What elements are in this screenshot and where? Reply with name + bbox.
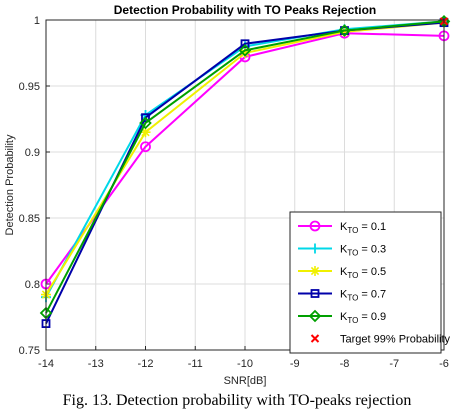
y-tick-label: 0.9 — [25, 147, 40, 159]
circle-marker — [309, 220, 321, 232]
data-point — [238, 44, 252, 57]
legend-label-value: = 0.9 — [358, 311, 386, 323]
legend-item: KTO = 0.3 — [298, 243, 386, 258]
asterisk-marker — [339, 26, 350, 37]
y-tick-label: 0.85 — [19, 213, 40, 225]
legend-label-value: = 0.5 — [358, 266, 386, 278]
x-axis-label: SNR[dB] — [224, 375, 267, 387]
legend-label: Target 99% Probability — [340, 334, 451, 346]
y-tick-label: 1 — [34, 15, 40, 27]
legend-label: KTO = 0.3 — [340, 244, 386, 258]
data-point — [310, 289, 320, 298]
y-tick-label: 0.95 — [19, 81, 40, 93]
y-axis-label: Detection Probability — [4, 134, 16, 235]
data-point — [141, 113, 150, 123]
legend-label-value: = 0.3 — [358, 244, 386, 256]
diamond-marker — [238, 44, 252, 57]
legend-item: KTO = 0.7 — [298, 289, 386, 303]
asterisk-marker — [240, 48, 250, 58]
circle-marker — [140, 141, 151, 153]
x-tick-label: -14 — [38, 358, 54, 370]
legend-label: KTO = 0.9 — [340, 311, 386, 325]
data-point — [309, 220, 321, 232]
x-tick-label: -13 — [88, 358, 104, 370]
data-point — [140, 141, 151, 153]
legend-label-main: K — [340, 221, 348, 233]
legend-label-main: K — [340, 266, 348, 278]
legend-label-subscript: TO — [347, 294, 358, 303]
legend-item: Target 99% Probability — [310, 334, 451, 346]
detection-probability-chart: -14 -13 -12 -11 -10 -9 -8 -7 -6 0.750.80.850.90.… — [4, 3, 451, 387]
data-point — [240, 48, 250, 58]
data-point — [240, 39, 250, 49]
x-tick-label: -9 — [290, 358, 300, 370]
y-tick-label: 0.8 — [25, 279, 40, 291]
x-tick-label: -12 — [138, 358, 154, 370]
legend-label-value: = 0.7 — [358, 289, 386, 301]
data-point — [310, 334, 320, 343]
legend-label: KTO = 0.1 — [340, 221, 386, 235]
diamond-marker — [338, 24, 351, 37]
plus-marker — [310, 243, 320, 254]
legend-label-main: K — [340, 311, 348, 323]
legend-label-main: K — [340, 289, 348, 301]
legend-item: KTO = 0.9 — [298, 309, 386, 325]
y-tick-label: 0.75 — [19, 345, 40, 357]
data-point — [310, 243, 320, 254]
legend-label-subscript: TO — [347, 249, 358, 258]
square-marker — [141, 113, 150, 123]
data-point — [308, 309, 322, 323]
legend-label-subscript: TO — [347, 316, 358, 325]
asterisk-marker — [140, 127, 151, 138]
x-tick-label: -8 — [340, 358, 350, 370]
data-point — [140, 127, 151, 138]
plot-frame — [45, 19, 445, 351]
legend-box — [289, 211, 442, 354]
asterisk-marker — [310, 266, 320, 276]
legend-label-subscript: TO — [347, 226, 358, 235]
data-point — [339, 26, 350, 37]
square-marker — [310, 289, 320, 298]
x-tick-labels: -14 -13 -12 -11 -10 -9 -8 -7 -6 — [38, 358, 449, 370]
legend-label: KTO = 0.7 — [340, 289, 386, 303]
data-point — [139, 116, 152, 130]
legend-item: KTO = 0.1 — [298, 220, 386, 235]
legend-label-main: K — [340, 244, 348, 256]
diamond-marker — [139, 116, 152, 130]
data-point — [338, 24, 351, 37]
y-tick-labels: 0.75 0.8 0.85 0.9 0.95 1 — [19, 15, 40, 357]
x-tick-label: -6 — [439, 358, 449, 370]
figure-caption: Fig. 13. Detection probability with TO-p… — [62, 392, 412, 409]
legend-label: KTO = 0.5 — [340, 266, 386, 280]
x-tick-label: -11 — [188, 358, 203, 370]
square-marker — [240, 39, 250, 49]
diamond-marker — [308, 309, 322, 323]
legend-label-value: = 0.1 — [358, 221, 386, 233]
series-line — [45, 20, 445, 314]
legend-label-subscript: TO — [347, 271, 358, 280]
x-tick-label: -7 — [389, 358, 399, 370]
chart-title: Detection Probability with TO Peaks Reje… — [114, 3, 377, 17]
x-tick-label: -10 — [237, 358, 253, 370]
data-point — [310, 266, 320, 276]
series-5 — [39, 15, 451, 320]
x-marker — [310, 334, 320, 343]
legend-item: KTO = 0.5 — [298, 266, 386, 280]
